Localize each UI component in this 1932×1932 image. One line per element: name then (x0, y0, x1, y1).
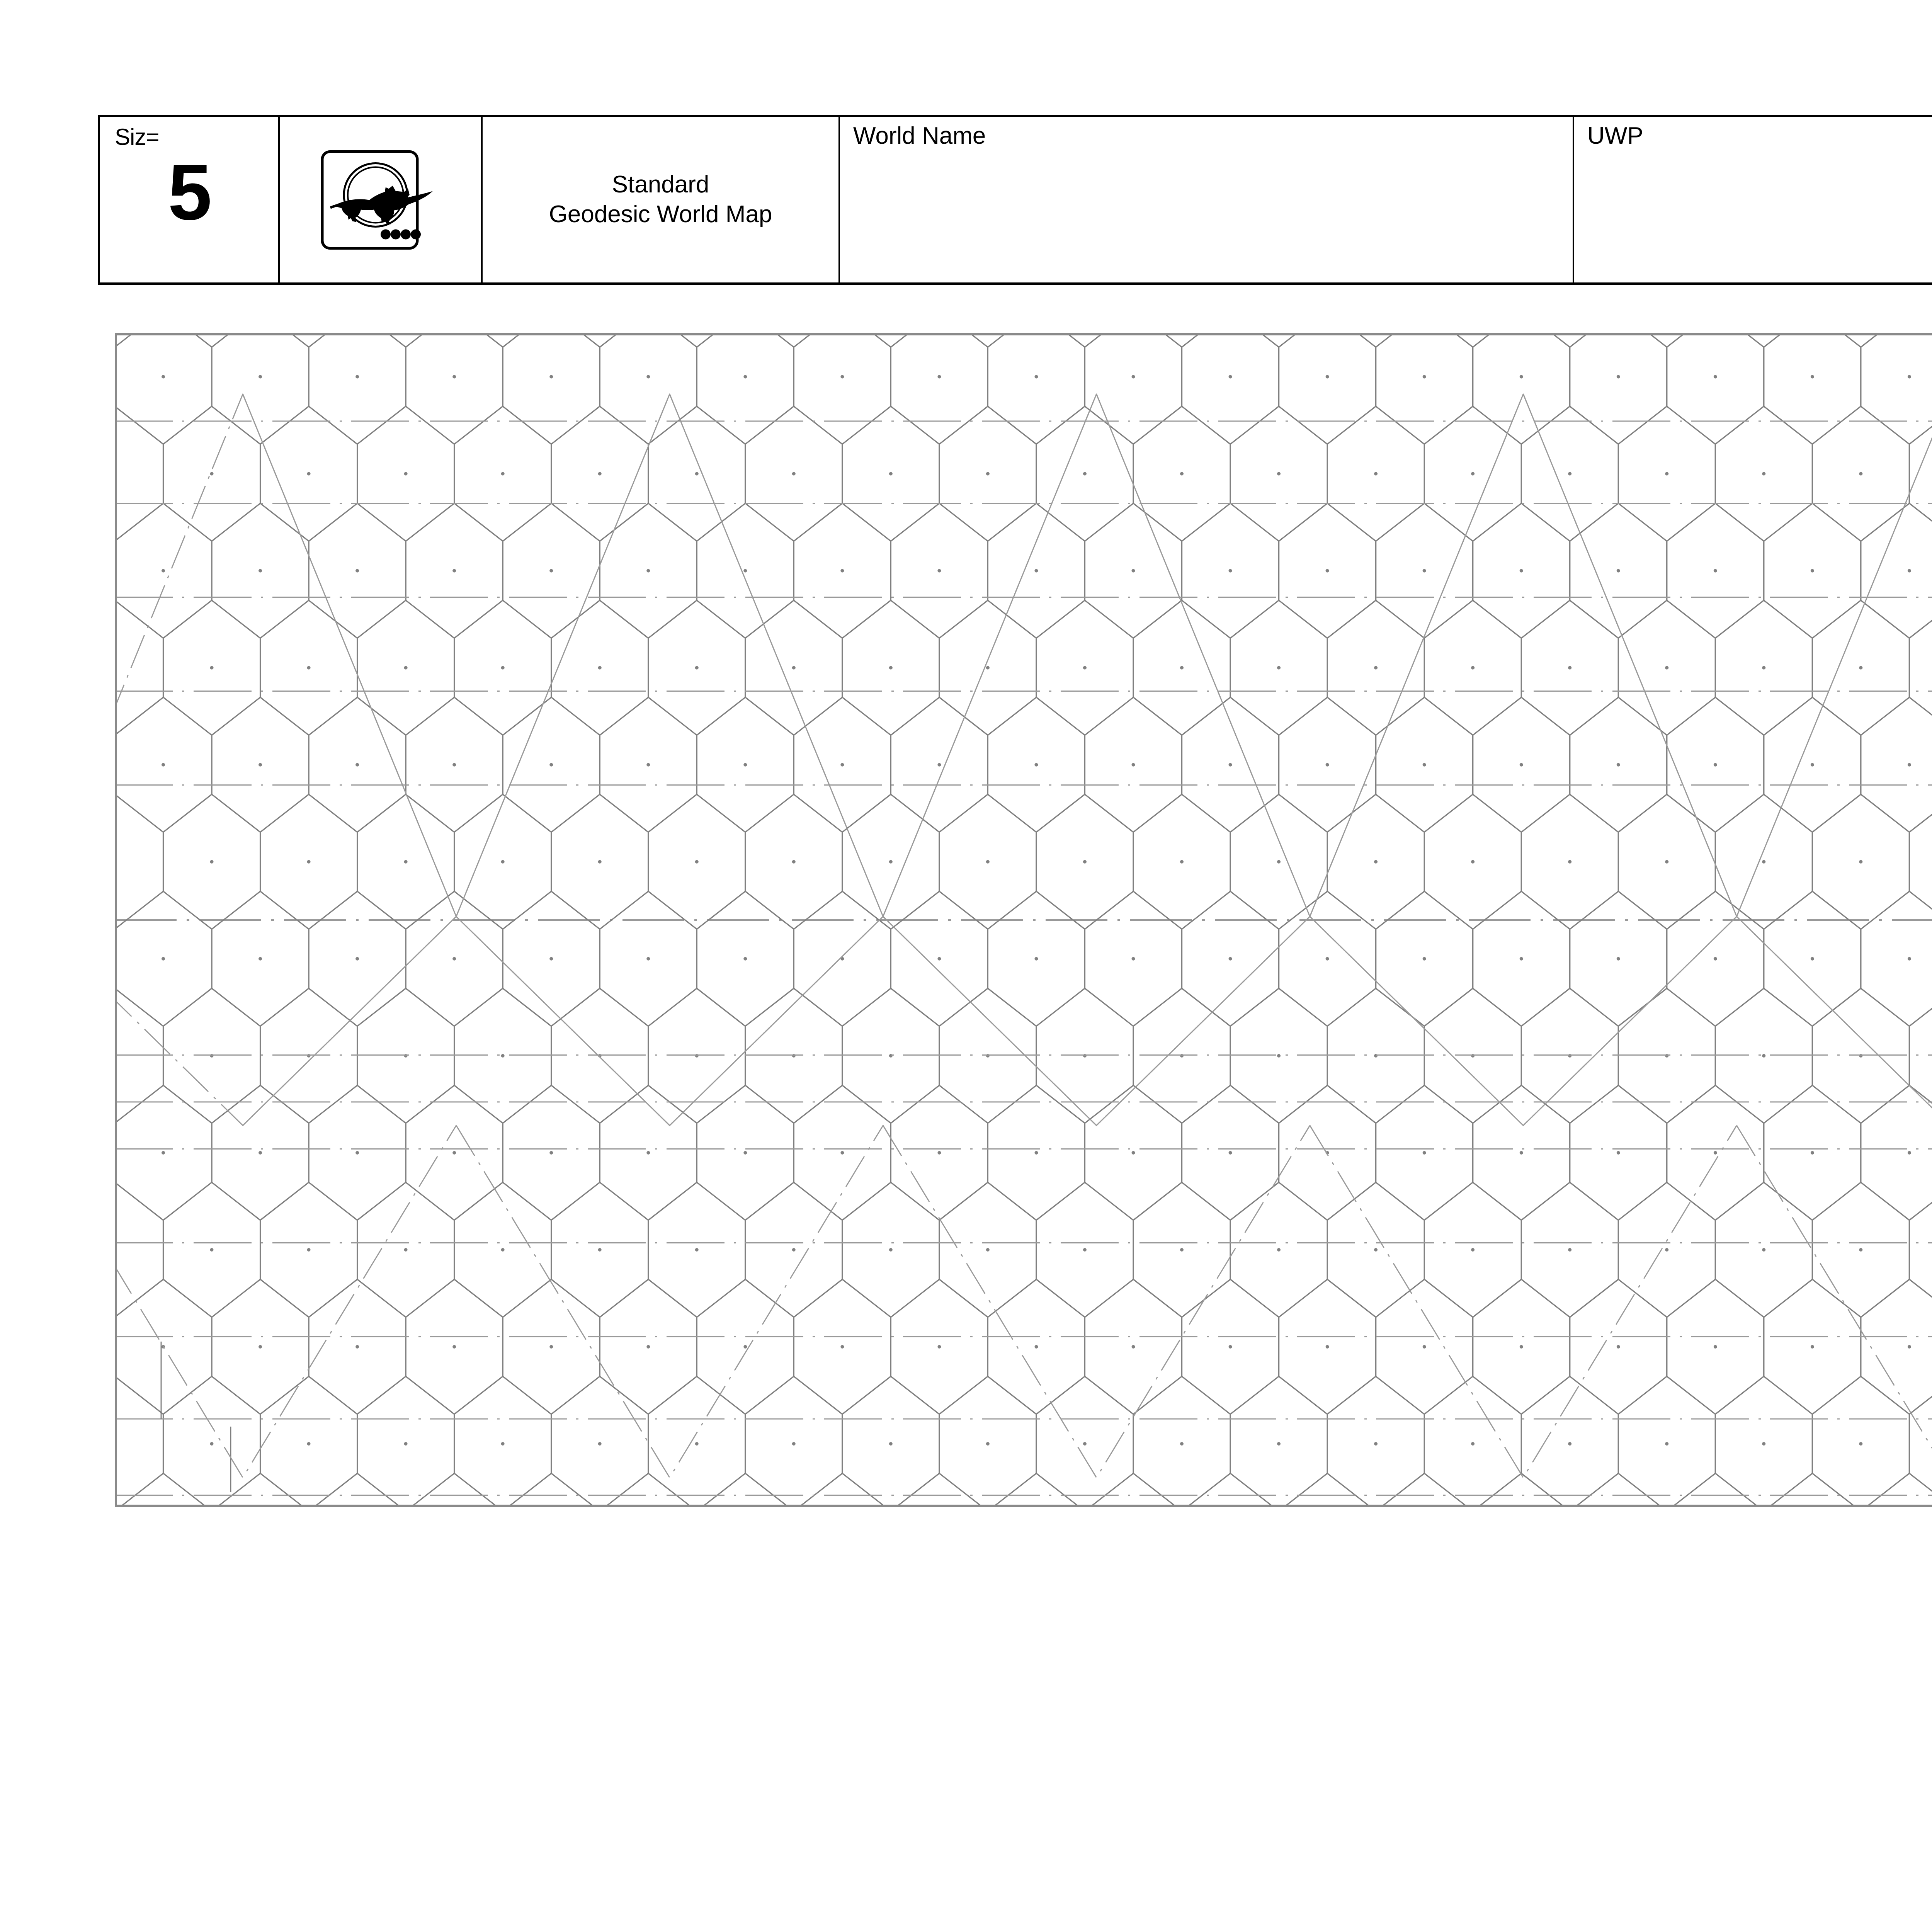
rider-on-lizard-logo-icon (317, 149, 444, 251)
header-table: Siz= 5 Standard Ge (98, 115, 1932, 285)
world-name-label: World Name (853, 122, 986, 149)
uwp-cell[interactable]: UWP (1574, 117, 1932, 282)
geodesic-map[interactable] (115, 333, 1932, 1507)
title-line-1: Standard (612, 171, 709, 198)
map-border-layer (115, 333, 1932, 1507)
title-line-2: Geodesic World Map (549, 201, 772, 228)
uwp-label: UWP (1587, 122, 1643, 149)
title-cell: Standard Geodesic World Map (483, 117, 840, 282)
icosahedron-triangle-layer (115, 394, 1932, 1478)
logo-cell (280, 117, 483, 282)
size-value: 5 (168, 148, 212, 236)
world-name-cell[interactable]: World Name (840, 117, 1574, 282)
size-label: Siz= (115, 124, 159, 150)
latitude-lines-layer (115, 421, 1932, 1496)
size-cell: Siz= 5 (100, 117, 280, 282)
